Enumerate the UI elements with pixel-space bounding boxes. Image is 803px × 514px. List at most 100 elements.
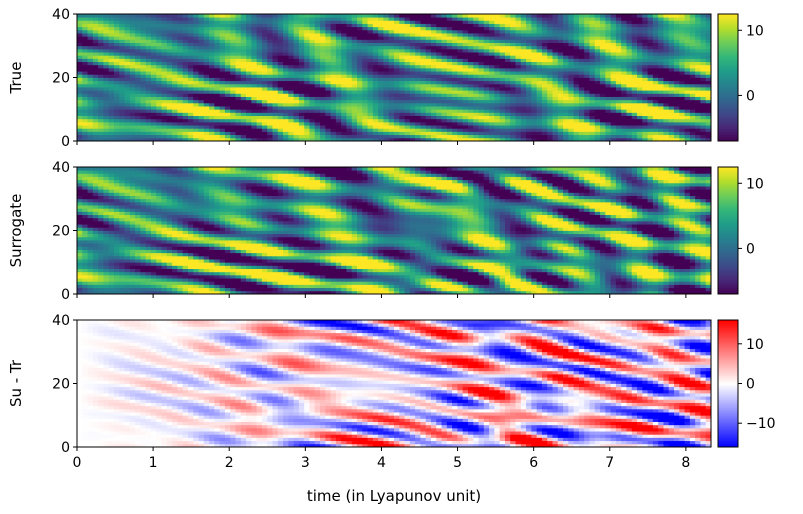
heatmap-cell [404,20,411,24]
heatmap-cell [203,74,210,78]
heatmap-cell [467,55,474,59]
heatmap-cell [531,290,538,295]
heatmap-cell [235,55,242,59]
heatmap-cell [330,90,337,94]
heatmap-cell [536,74,543,78]
heatmap-cell [135,64,141,69]
heatmap-cell [335,77,342,82]
heatmap-cell [383,109,390,113]
heatmap-cell [272,52,279,56]
heatmap-cell [425,39,432,43]
colorbar-segment [718,136,738,139]
colorbar-segment [718,90,738,93]
heatmap-cell [108,36,115,40]
heatmap-cell [652,23,659,28]
heatmap-cell [145,115,152,120]
heatmap-cell [193,99,199,104]
heatmap-cell [478,61,485,66]
heatmap-cell [240,83,247,88]
heatmap-cell [684,137,691,142]
heatmap-cell [689,134,696,139]
heatmap-cell [668,90,675,94]
heatmap-cell [172,96,178,101]
heatmap-cell [135,87,141,91]
heatmap-cell [351,118,358,123]
heatmap-cell [462,115,469,120]
heatmap-cell [663,112,670,116]
heatmap-cell [589,61,596,66]
heatmap-cell [172,71,178,75]
heatmap-cell [288,137,295,142]
heatmap-cell [325,121,331,126]
heatmap-cell [124,52,131,56]
heatmap-cell [409,14,416,18]
heatmap-cell [668,29,675,34]
heatmap-cell [172,52,178,56]
heatmap-cell [605,52,612,56]
heatmap-cell [494,61,501,66]
heatmap-cell [600,137,606,142]
heatmap-cell [298,90,305,94]
heatmap-cell [605,77,612,82]
heatmap-cell [684,96,691,101]
heatmap-cell [103,96,110,101]
heatmap-cell [520,112,527,116]
heatmap-cell [98,131,104,136]
colorbar-segment [718,52,738,55]
heatmap-cell [251,67,258,72]
heatmap-cell [578,125,585,129]
heatmap-cell [314,45,321,50]
heatmap-cell [77,58,83,63]
heatmap-cell [98,14,104,18]
heatmap-cell [446,52,453,56]
heatmap-cell [304,17,310,21]
heatmap-cell [547,131,553,136]
heatmap-cell [341,71,347,75]
heatmap-cell [573,131,580,136]
heatmap-cell [541,102,548,107]
heatmap-cell [272,36,279,40]
heatmap-cell [193,23,199,28]
heatmap-cell [388,58,395,63]
heatmap-cell [399,36,405,40]
heatmap-cell [457,137,464,142]
heatmap-cell [409,45,416,50]
heatmap-cell [589,115,596,120]
heatmap-cell [605,87,612,91]
heatmap-cell [372,90,379,94]
heatmap-cell [362,106,368,110]
heatmap-cell [399,290,405,295]
heatmap-cell [77,128,83,132]
heatmap-cell [425,137,432,142]
heatmap-cell [467,80,474,85]
heatmap-cell [552,45,559,50]
heatmap-cell [457,93,464,97]
heatmap-cell [552,67,559,72]
heatmap-cell [256,99,263,104]
heatmap-cell [288,93,295,97]
heatmap-cell [367,39,374,43]
heatmap-cell [320,131,326,136]
heatmap-cell [314,112,321,116]
heatmap-cell [145,45,152,50]
heatmap-cell [309,112,316,116]
heatmap-cell [351,93,358,97]
heatmap-cell [610,33,617,37]
heatmap-cell [388,90,395,94]
heatmap-cell [261,96,268,101]
heatmap-cell [573,23,580,28]
heatmap-cell [399,112,405,116]
heatmap-cell [156,121,162,126]
heatmap-cell [626,109,633,113]
heatmap-cell [404,74,411,78]
heatmap-cell [499,80,506,85]
heatmap-cell [187,137,194,142]
heatmap-cell [626,87,633,91]
heatmap-cell [584,58,590,63]
heatmap-cell [631,14,638,18]
heatmap-cell [589,96,596,101]
heatmap-cell [700,17,707,21]
heatmap-cell [198,39,205,43]
heatmap-cell [679,71,685,75]
heatmap-cell [473,131,479,136]
